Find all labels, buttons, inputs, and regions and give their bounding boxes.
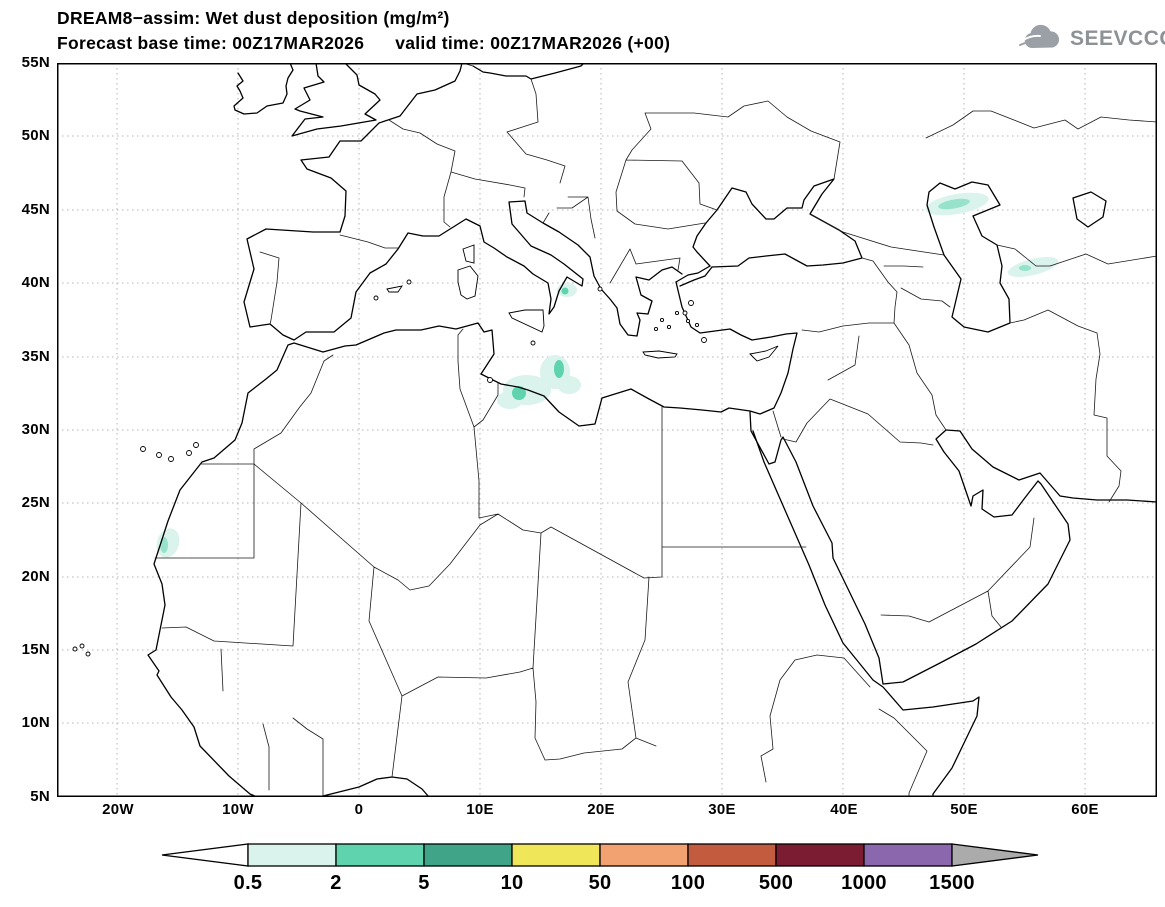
- coast-britain: [291, 63, 381, 137]
- logo-text: SEEVCCC: [1070, 27, 1165, 50]
- lat-tick-label: 40N: [21, 274, 50, 291]
- map-canvas: [57, 63, 1157, 797]
- lon-tick-label: 50E: [950, 801, 978, 818]
- coastlines: [147, 63, 1157, 797]
- lon-tick-label: 10E: [466, 801, 494, 818]
- lat-tick-label: 35N: [21, 348, 50, 365]
- legend-tick-label: 1500: [929, 872, 975, 894]
- lon-tick-label: 20W: [102, 801, 134, 818]
- legend-segment: [247, 843, 337, 867]
- legend-below-arrow: [161, 843, 249, 867]
- legend-tick-label: 1000: [841, 872, 887, 894]
- mallorca: [386, 285, 403, 293]
- lon-tick-label: 10W: [222, 801, 254, 818]
- legend-colorbar: [160, 842, 1040, 874]
- legend-segment: [511, 843, 601, 867]
- islands: [72, 244, 779, 657]
- coast-europe-atlantic-north-med: [243, 63, 683, 341]
- lat-tick-label: 10N: [21, 714, 50, 731]
- legend-segment: [863, 843, 953, 867]
- coast-marmara-straits: [675, 265, 713, 287]
- chart-subtitle: Forecast base time: 00Z17MAR2026 valid t…: [57, 33, 671, 53]
- colorbar-canvas: [161, 843, 1039, 867]
- lon-tick-label: 20E: [587, 801, 615, 818]
- legend-tick-label: 500: [758, 872, 794, 894]
- lat-tick-label: 30N: [21, 421, 50, 438]
- lon-tick-label: 40E: [830, 801, 858, 818]
- map-frame: [57, 63, 1157, 797]
- legend-above-arrow: [951, 843, 1039, 867]
- lat-tick-label: 15N: [21, 641, 50, 658]
- lat-tick-label: 25N: [21, 494, 50, 511]
- graticule-grid-lines: [57, 63, 1157, 797]
- legend-tick-label: 0.5: [233, 872, 263, 894]
- legend-segment: [775, 843, 865, 867]
- lon-tick-label: 30E: [708, 801, 736, 818]
- lat-tick-label: 55N: [21, 54, 50, 71]
- legend-segment: [599, 843, 689, 867]
- coast-anatolia-levant-africa: [147, 281, 798, 797]
- legend-segment: [687, 843, 777, 867]
- deposition-patches: [156, 192, 1059, 558]
- cyprus: [749, 345, 779, 362]
- crete: [642, 350, 678, 359]
- country-borders: [154, 63, 1157, 797]
- chart-title: DREAM8−assim: Wet dust deposition (mg/m²…: [57, 8, 450, 28]
- coast-arabia-gulf-iran: [749, 411, 1157, 685]
- legend-tick-label: 10: [500, 872, 524, 894]
- legend-tick-label: 50: [588, 872, 612, 894]
- legend-tick-label: 2: [330, 872, 342, 894]
- cloud-icon: [1019, 24, 1060, 48]
- seevccc-logo: SEEVCCC: [1018, 24, 1165, 54]
- coast-caspian-sea: [926, 181, 1011, 333]
- coast-red-sea-horn: [752, 430, 980, 797]
- legend-tick-label: 5: [418, 872, 430, 894]
- lon-tick-label: 0: [354, 801, 364, 818]
- lon-tick-label: 60E: [1071, 801, 1099, 818]
- coast-baltic: [472, 63, 585, 80]
- sicily: [508, 309, 545, 333]
- legend-segment: [423, 843, 513, 867]
- corsica: [462, 244, 475, 264]
- coast-gulf-of-guinea: [304, 776, 430, 797]
- sardinia: [457, 265, 479, 300]
- coast-ireland: [233, 63, 294, 115]
- coast-aral-sea: [1072, 191, 1107, 228]
- small-islands: [72, 279, 707, 657]
- lat-tick-label: 45N: [21, 201, 50, 218]
- map-frame-border: [57, 63, 1157, 797]
- legend-tick-label: 100: [670, 872, 706, 894]
- legend-segment: [335, 843, 425, 867]
- lat-tick-label: 5N: [30, 788, 50, 805]
- coast-black-sea: [692, 178, 863, 268]
- lat-tick-label: 20N: [21, 568, 50, 585]
- lat-tick-label: 50N: [21, 127, 50, 144]
